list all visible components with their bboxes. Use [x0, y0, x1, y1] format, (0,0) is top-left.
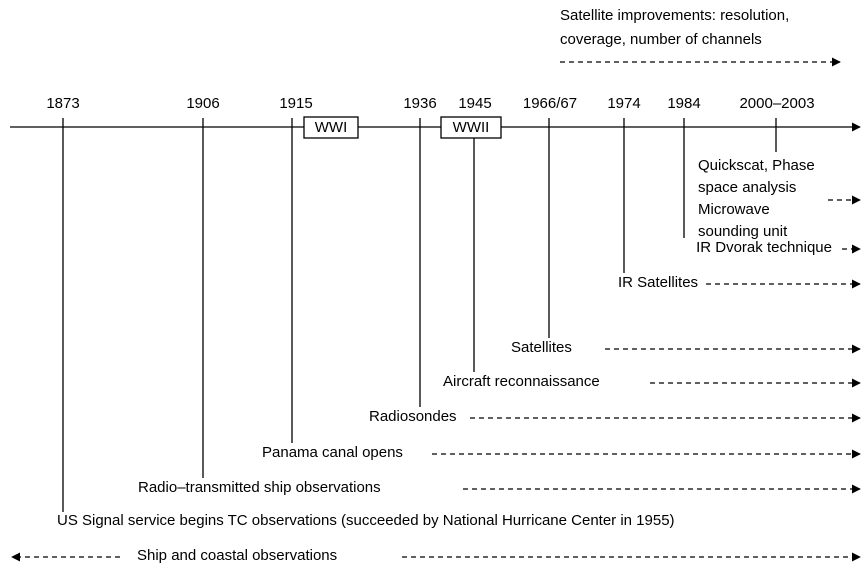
year-label: 1915: [279, 95, 312, 112]
event-label: IR Dvorak technique: [696, 239, 832, 256]
war-label: WWI: [315, 119, 347, 136]
year-label: 1873: [46, 95, 79, 112]
year-label: 1974: [607, 95, 640, 112]
event-label: Radiosondes: [369, 408, 457, 425]
event-label: Ship and coastal observations: [137, 547, 337, 564]
event-label: sounding unit: [698, 223, 788, 240]
event-label: US Signal service begins TC observations…: [57, 512, 675, 529]
year-label: 1945: [458, 95, 491, 112]
war-box: [303, 116, 359, 139]
event-label: Microwave: [698, 201, 770, 218]
event-label: Aircraft reconnaissance: [443, 373, 600, 390]
war-box: [440, 116, 502, 139]
event-label: space analysis: [698, 179, 796, 196]
event-label: Quickscat, Phase: [698, 157, 815, 174]
year-label: 1984: [667, 95, 700, 112]
event-label: Panama canal opens: [262, 444, 403, 461]
event-label: Satellites: [511, 339, 572, 356]
year-label: 1906: [186, 95, 219, 112]
year-label: 1936: [403, 95, 436, 112]
year-label: 1966/67: [523, 95, 577, 112]
war-label: WWII: [453, 119, 490, 136]
header-text: coverage, number of channels: [560, 31, 762, 48]
year-label: 2000–2003: [739, 95, 814, 112]
event-label: IR Satellites: [618, 274, 698, 291]
header-text: Satellite improvements: resolution,: [560, 7, 789, 24]
event-label: Radio–transmitted ship observations: [138, 479, 381, 496]
